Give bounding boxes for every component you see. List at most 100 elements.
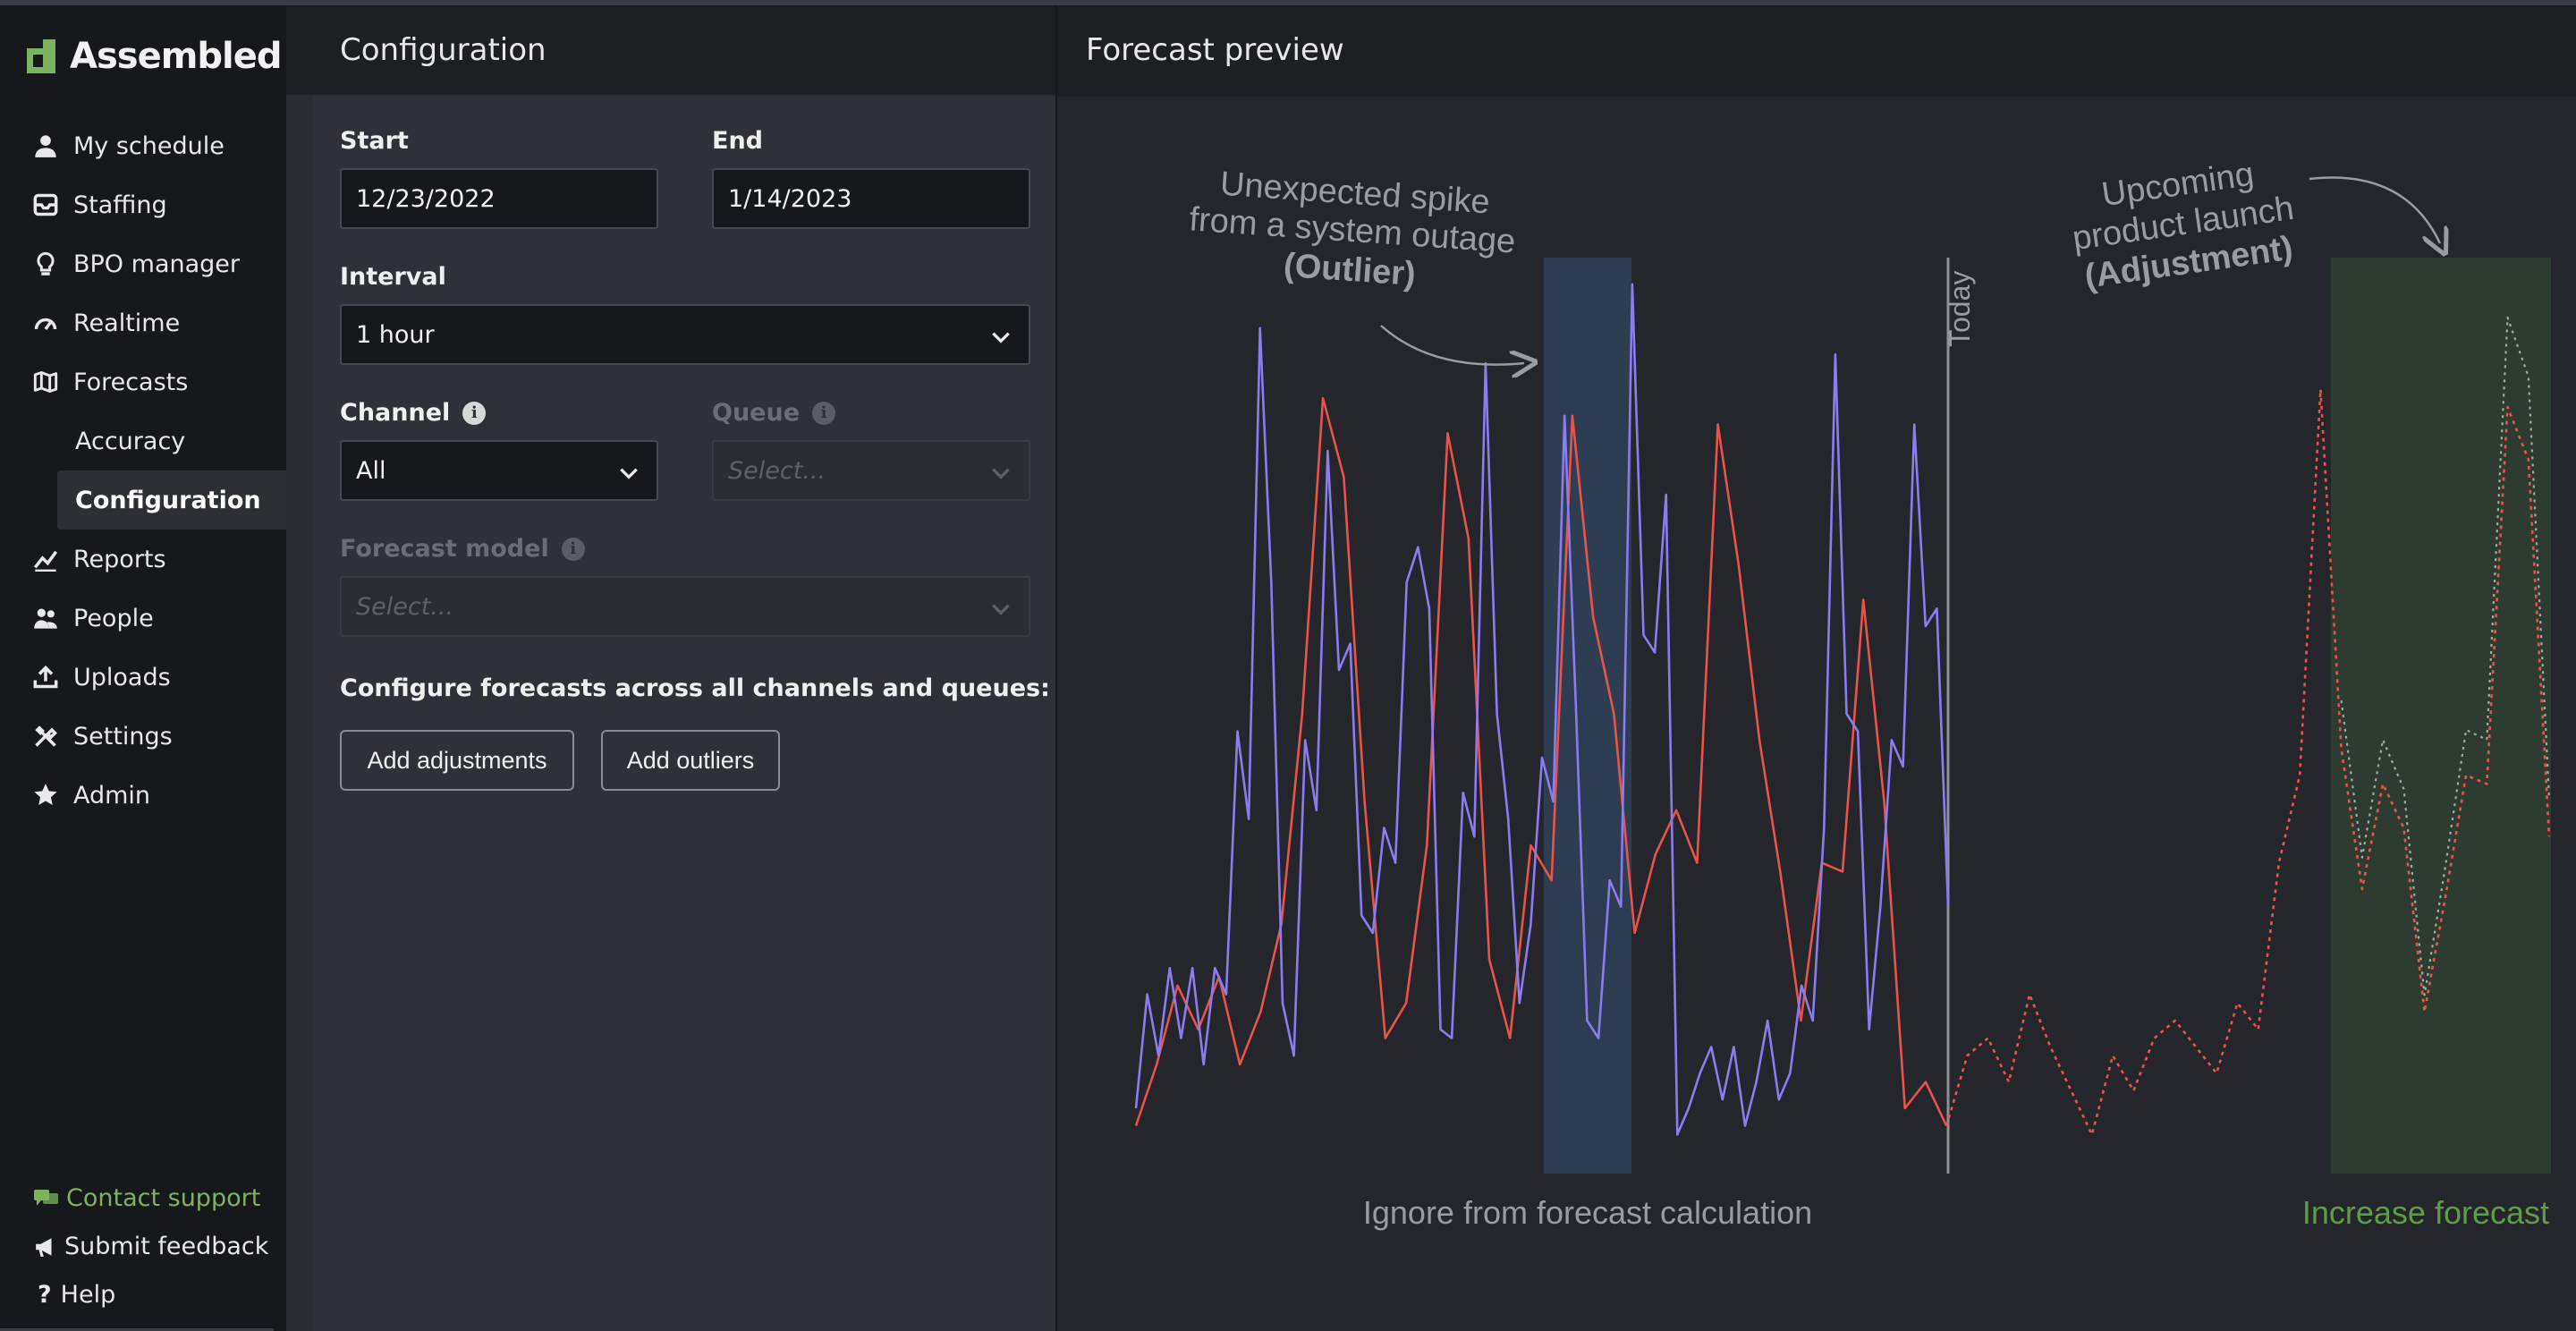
submit-feedback-label: Submit feedback [64, 1233, 269, 1260]
sidebar-item-label: Forecasts [73, 368, 189, 396]
sidebar-item-settings[interactable]: Settings [0, 707, 286, 766]
configuration-title: Configuration [340, 32, 547, 68]
adjustment-arrow [2309, 176, 2440, 244]
sidebar-item-label: Admin [73, 781, 151, 810]
star-icon [32, 782, 59, 809]
sidebar-item-my-schedule[interactable]: My schedule [0, 116, 286, 175]
queue-label-text: Queue [712, 399, 801, 427]
start-date-input[interactable]: 12/23/2022 [340, 168, 658, 229]
outlier-caption: Ignore from forecast calculation [1363, 1194, 1812, 1231]
top-border [0, 0, 2576, 5]
channel-label-text: Channel [340, 399, 451, 427]
sidebar-item-label: BPO manager [73, 250, 240, 278]
sidebar-item-people[interactable]: People [0, 589, 286, 648]
queue-select: Select... [712, 440, 1030, 501]
outlier-annotation-line-3: (Outlier) [1283, 247, 1417, 293]
sidebar-item-admin[interactable]: Admin [0, 766, 286, 825]
sidebar-item-accuracy[interactable]: Accuracy [0, 411, 286, 471]
lightbulb-icon [32, 250, 59, 277]
queue-label: Queue i [712, 399, 836, 427]
sidebar-item-label: People [73, 604, 154, 632]
sidebar-nav: My schedule Staffing BPO manager Realtim… [0, 116, 286, 825]
submit-feedback-link[interactable]: Submit feedback [34, 1233, 268, 1260]
inbox-icon [32, 191, 59, 218]
sidebar-item-label: Reports [73, 545, 166, 573]
add-outliers-button[interactable]: Add outliers [601, 730, 780, 791]
chart-lines [1134, 283, 2551, 1136]
end-date-input[interactable]: 1/14/2023 [712, 168, 1030, 229]
interval-label: Interval [340, 263, 446, 291]
today-label: Today [1944, 271, 1976, 347]
forecast-model-label-text: Forecast model [340, 535, 549, 563]
forecast-model-select: Select... [340, 576, 1030, 637]
outlier-annotation: Unexpected spike from a system outage (O… [1188, 165, 1516, 293]
configure-forecasts-text: Configure forecasts across all channels … [340, 674, 1050, 702]
channel-select[interactable]: All [340, 440, 658, 501]
adjustment-caption: Increase forecast [2302, 1194, 2549, 1231]
forecast-chart: Today Unexpected spike from a system out… [1134, 156, 2551, 1231]
upload-icon [32, 664, 59, 691]
help-link[interactable]: ? Help [34, 1281, 115, 1309]
map-icon [32, 369, 59, 395]
queue-placeholder: Select... [728, 456, 826, 485]
sidebar-item-realtime[interactable]: Realtime [0, 293, 286, 352]
trend-icon [32, 546, 59, 572]
gauge-icon [32, 309, 59, 336]
end-date-value: 1/14/2023 [728, 184, 852, 213]
adjustment-band [2331, 258, 2551, 1174]
start-label: Start [340, 127, 409, 155]
sidebar-item-label: Realtime [73, 309, 181, 337]
sidebar-item-bpo-manager[interactable]: BPO manager [0, 234, 286, 293]
series-line [1134, 283, 1950, 1136]
info-icon[interactable]: i [561, 537, 585, 561]
sidebar-item-configuration[interactable]: Configuration [57, 471, 286, 530]
logo[interactable]: Assembled [27, 36, 282, 77]
channel-value: All [356, 456, 386, 485]
sidebar: Assembled My schedule Staffing BPO manag… [0, 5, 286, 1331]
end-label: End [712, 127, 763, 155]
sidebar-item-staffing[interactable]: Staffing [0, 175, 286, 234]
interval-select[interactable]: 1 hour [340, 304, 1030, 365]
tools-icon [32, 723, 59, 750]
logo-icon [27, 39, 57, 73]
sidebar-item-label: Settings [73, 722, 173, 750]
series-line [2340, 316, 2551, 996]
forecast-preview-header: Forecast preview [1057, 5, 2576, 97]
forecast-preview-panel: Forecast preview Today Unexpected spike … [1055, 5, 2576, 1331]
divider [0, 1328, 274, 1331]
logo-text: Assembled [70, 36, 282, 77]
sidebar-item-label: Configuration [75, 486, 261, 514]
configuration-panel: Configuration Start 12/23/2022 End 1/14/… [286, 5, 1055, 1331]
series-line [1134, 396, 1948, 1127]
sidebar-item-forecasts[interactable]: Forecasts [0, 352, 286, 411]
forecast-preview-title: Forecast preview [1086, 32, 1344, 68]
add-adjustments-button[interactable]: Add adjustments [340, 730, 574, 791]
start-date-value: 12/23/2022 [356, 184, 496, 213]
forecast-model-label: Forecast model i [340, 535, 585, 563]
chat-icon [34, 1189, 58, 1206]
sidebar-item-label: Staffing [73, 191, 167, 219]
info-icon[interactable]: i [812, 401, 836, 425]
forecast-model-placeholder: Select... [356, 592, 454, 621]
question-icon: ? [38, 1281, 52, 1309]
contact-support-link[interactable]: Contact support [34, 1184, 260, 1212]
info-icon[interactable]: i [462, 401, 487, 425]
panel-gutter [286, 97, 313, 1331]
chevron-down-icon [992, 468, 1010, 479]
sidebar-item-label: Accuracy [75, 427, 186, 455]
contact-support-label: Contact support [66, 1184, 261, 1212]
channel-label: Channel i [340, 399, 487, 427]
people-icon [32, 605, 59, 632]
adjustment-annotation: Upcoming product launch (Adjustment) [2071, 156, 2297, 296]
sidebar-item-label: Uploads [73, 663, 171, 691]
person-icon [32, 132, 59, 159]
sidebar-item-reports[interactable]: Reports [0, 530, 286, 589]
interval-value: 1 hour [356, 320, 435, 349]
outlier-arrow [1380, 325, 1524, 365]
megaphone-icon [36, 1237, 52, 1257]
configuration-header: Configuration [286, 5, 1055, 97]
chevron-down-icon [992, 604, 1010, 615]
sidebar-item-uploads[interactable]: Uploads [0, 648, 286, 707]
help-label: Help [60, 1281, 116, 1309]
chevron-down-icon [992, 332, 1010, 343]
